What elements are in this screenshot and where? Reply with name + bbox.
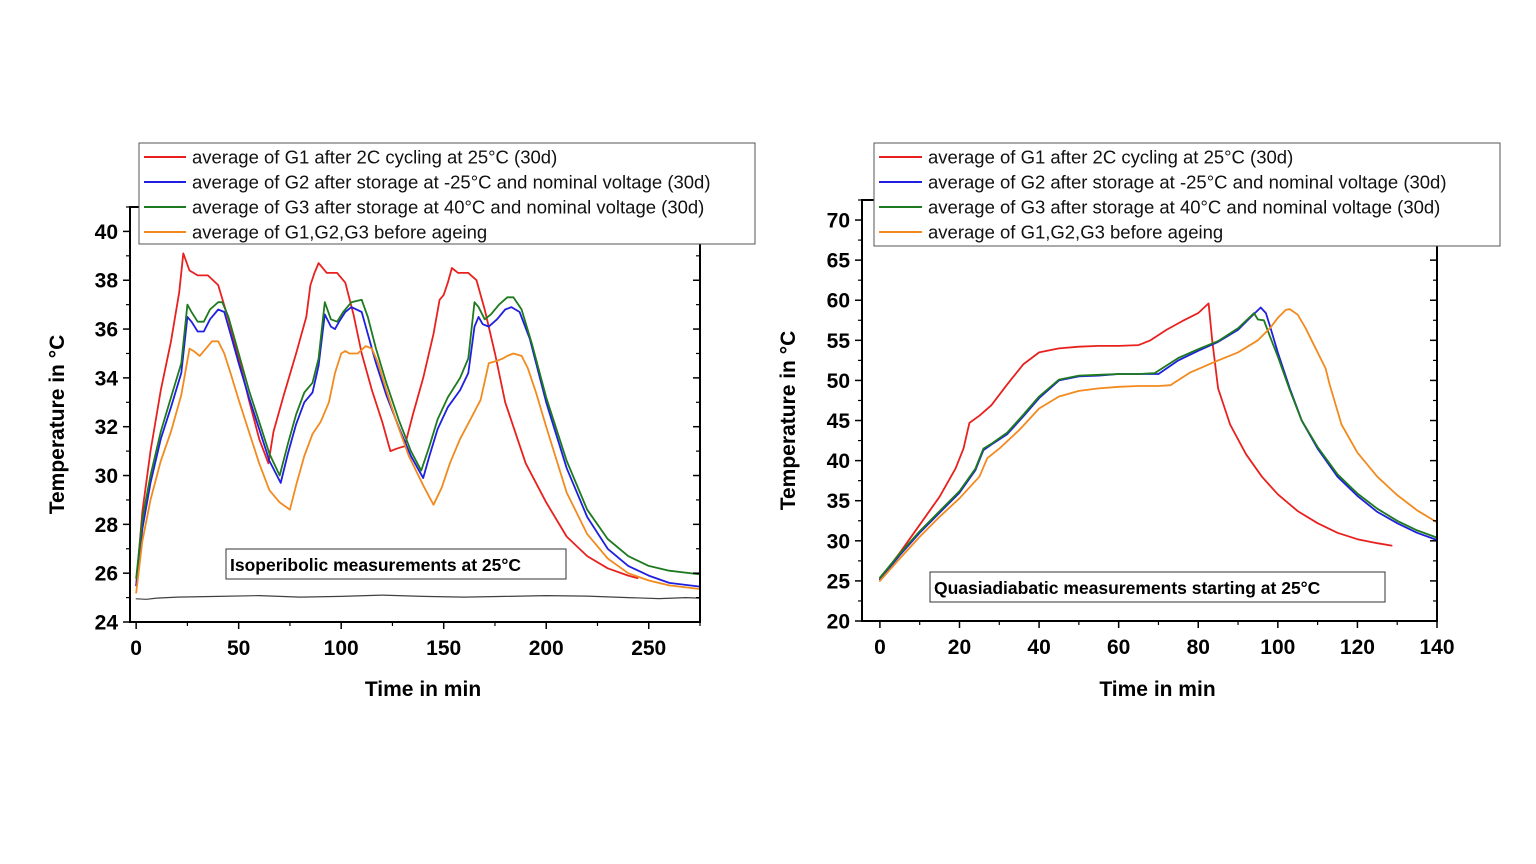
isoperibolic-ticks: 0 50 100 150 200 250 24 26 28 30 32 34 36 38 40 [95, 206, 701, 660]
isoperibolic-annotation-text: Isoperibolic measurements at 25°C [230, 555, 521, 575]
quasiadiabatic-legend-box [873, 142, 1501, 247]
y-tick-label: 34 [95, 367, 119, 390]
y-tick-label: 40 [95, 221, 118, 244]
isoperibolic-chart: 0 50 100 150 200 250 24 26 28 30 32 34 36 38 40 Time i… [46, 142, 756, 701]
y-tick-label: 32 [95, 416, 118, 439]
isoperibolic-legend: average of G1 after 2C cycling at 25°C (… [138, 142, 756, 245]
legend-item: average of G3 after storage at 40°C and … [879, 197, 1440, 218]
quasiadiabatic-chart: 0 20 40 60 80 100 120 140 20 25 30 35 40 45 50 55 60 65 70… [777, 142, 1501, 701]
y-tick-label: 30 [95, 465, 118, 488]
isoperibolic-x-axis-title: Time in min [365, 678, 481, 701]
isoperibolic-y-axis-title: Temperature in °C [46, 335, 69, 515]
y-tick-label: 65 [827, 250, 851, 273]
y-tick-label: 36 [95, 319, 118, 342]
isoperibolic-annotation: Isoperibolic measurements at 25°C [225, 548, 567, 580]
y-tick-label: 30 [827, 530, 850, 553]
isoperibolic-series-line-1 [135, 252, 639, 587]
quasiadiabatic-annotation: Quasiadiabatic measurements starting at … [929, 571, 1386, 603]
isoperibolic-annotation-box [225, 548, 567, 580]
quasiadiabatic-legend: average of G1 after 2C cycling at 25°C (… [873, 142, 1501, 247]
legend-label: average of G1,G2,G3 before ageing [928, 222, 1223, 243]
x-tick-label: 120 [1340, 636, 1375, 659]
legend-label: average of G2 after storage at -25°C and… [928, 172, 1447, 193]
x-tick-label: 150 [426, 637, 461, 660]
legend-label: average of G1 after 2C cycling at 25°C (… [192, 147, 557, 168]
y-tick-label: 55 [827, 330, 851, 353]
quasiadiabatic-series-line-1 [879, 302, 1393, 581]
legend-item: average of G2 after storage at -25°C and… [879, 172, 1447, 193]
x-tick-label: 0 [874, 636, 886, 659]
x-tick-label: 0 [130, 637, 142, 660]
quasiadiabatic-series-line-4 [879, 308, 1438, 582]
x-tick-label: 50 [227, 637, 250, 660]
y-tick-label: 25 [827, 570, 851, 593]
legend-label: average of G3 after storage at 40°C and … [928, 197, 1440, 218]
y-tick-label: 24 [95, 612, 119, 635]
x-tick-label: 140 [1419, 636, 1454, 659]
legend-item: average of G1 after 2C cycling at 25°C (… [144, 147, 557, 168]
legend-label: average of G1,G2,G3 before ageing [192, 222, 487, 243]
x-tick-label: 100 [324, 637, 359, 660]
y-tick-label: 60 [827, 290, 850, 313]
y-tick-label: 45 [827, 410, 851, 433]
x-tick-label: 250 [631, 637, 666, 660]
quasiadiabatic-series-group [879, 302, 1438, 582]
isoperibolic-legend-box [138, 142, 756, 245]
legend-item: average of G3 after storage at 40°C and … [144, 197, 704, 218]
y-tick-label: 28 [95, 514, 119, 537]
quasiadiabatic-annotation-box [929, 571, 1386, 603]
y-tick-label: 26 [95, 563, 118, 586]
quasiadiabatic-x-axis-title: Time in min [1099, 678, 1215, 701]
isoperibolic-ambient-line [135, 594, 701, 600]
isoperibolic-series-line-2 [135, 306, 701, 588]
x-tick-label: 100 [1260, 636, 1295, 659]
x-tick-label: 20 [948, 636, 971, 659]
y-tick-label: 20 [827, 611, 850, 634]
x-tick-label: 40 [1027, 636, 1050, 659]
x-tick-label: 80 [1187, 636, 1210, 659]
y-tick-label: 40 [827, 450, 850, 473]
quasiadiabatic-series-line-3 [879, 312, 1438, 579]
quasiadiabatic-ticks: 0 20 40 60 80 100 120 140 20 25 30 35 40 45 50 55 60 65 70 [827, 199, 1455, 659]
quasiadiabatic-plot-frame [861, 199, 1438, 622]
y-tick-label: 70 [827, 210, 850, 233]
legend-label: average of G1 after 2C cycling at 25°C (… [928, 147, 1293, 168]
x-tick-label: 60 [1107, 636, 1130, 659]
quasiadiabatic-annotation-text: Quasiadiabatic measurements starting at … [934, 578, 1321, 598]
y-tick-label: 50 [827, 370, 850, 393]
y-tick-label: 35 [827, 490, 851, 513]
isoperibolic-series-group [135, 252, 701, 600]
y-tick-label: 38 [95, 270, 119, 293]
legend-label: average of G2 after storage at -25°C and… [192, 172, 711, 193]
x-tick-label: 200 [529, 637, 564, 660]
legend-item: average of G1 after 2C cycling at 25°C (… [879, 147, 1293, 168]
legend-item: average of G2 after storage at -25°C and… [144, 172, 711, 193]
isoperibolic-series-line-4 [135, 340, 701, 594]
isoperibolic-series-line-3 [135, 296, 701, 579]
legend-item: average of G1,G2,G3 before ageing [144, 222, 487, 243]
legend-item: average of G1,G2,G3 before ageing [879, 222, 1223, 243]
legend-label: average of G3 after storage at 40°C and … [192, 197, 704, 218]
quasiadiabatic-y-axis-title: Temperature in °C [777, 331, 800, 511]
